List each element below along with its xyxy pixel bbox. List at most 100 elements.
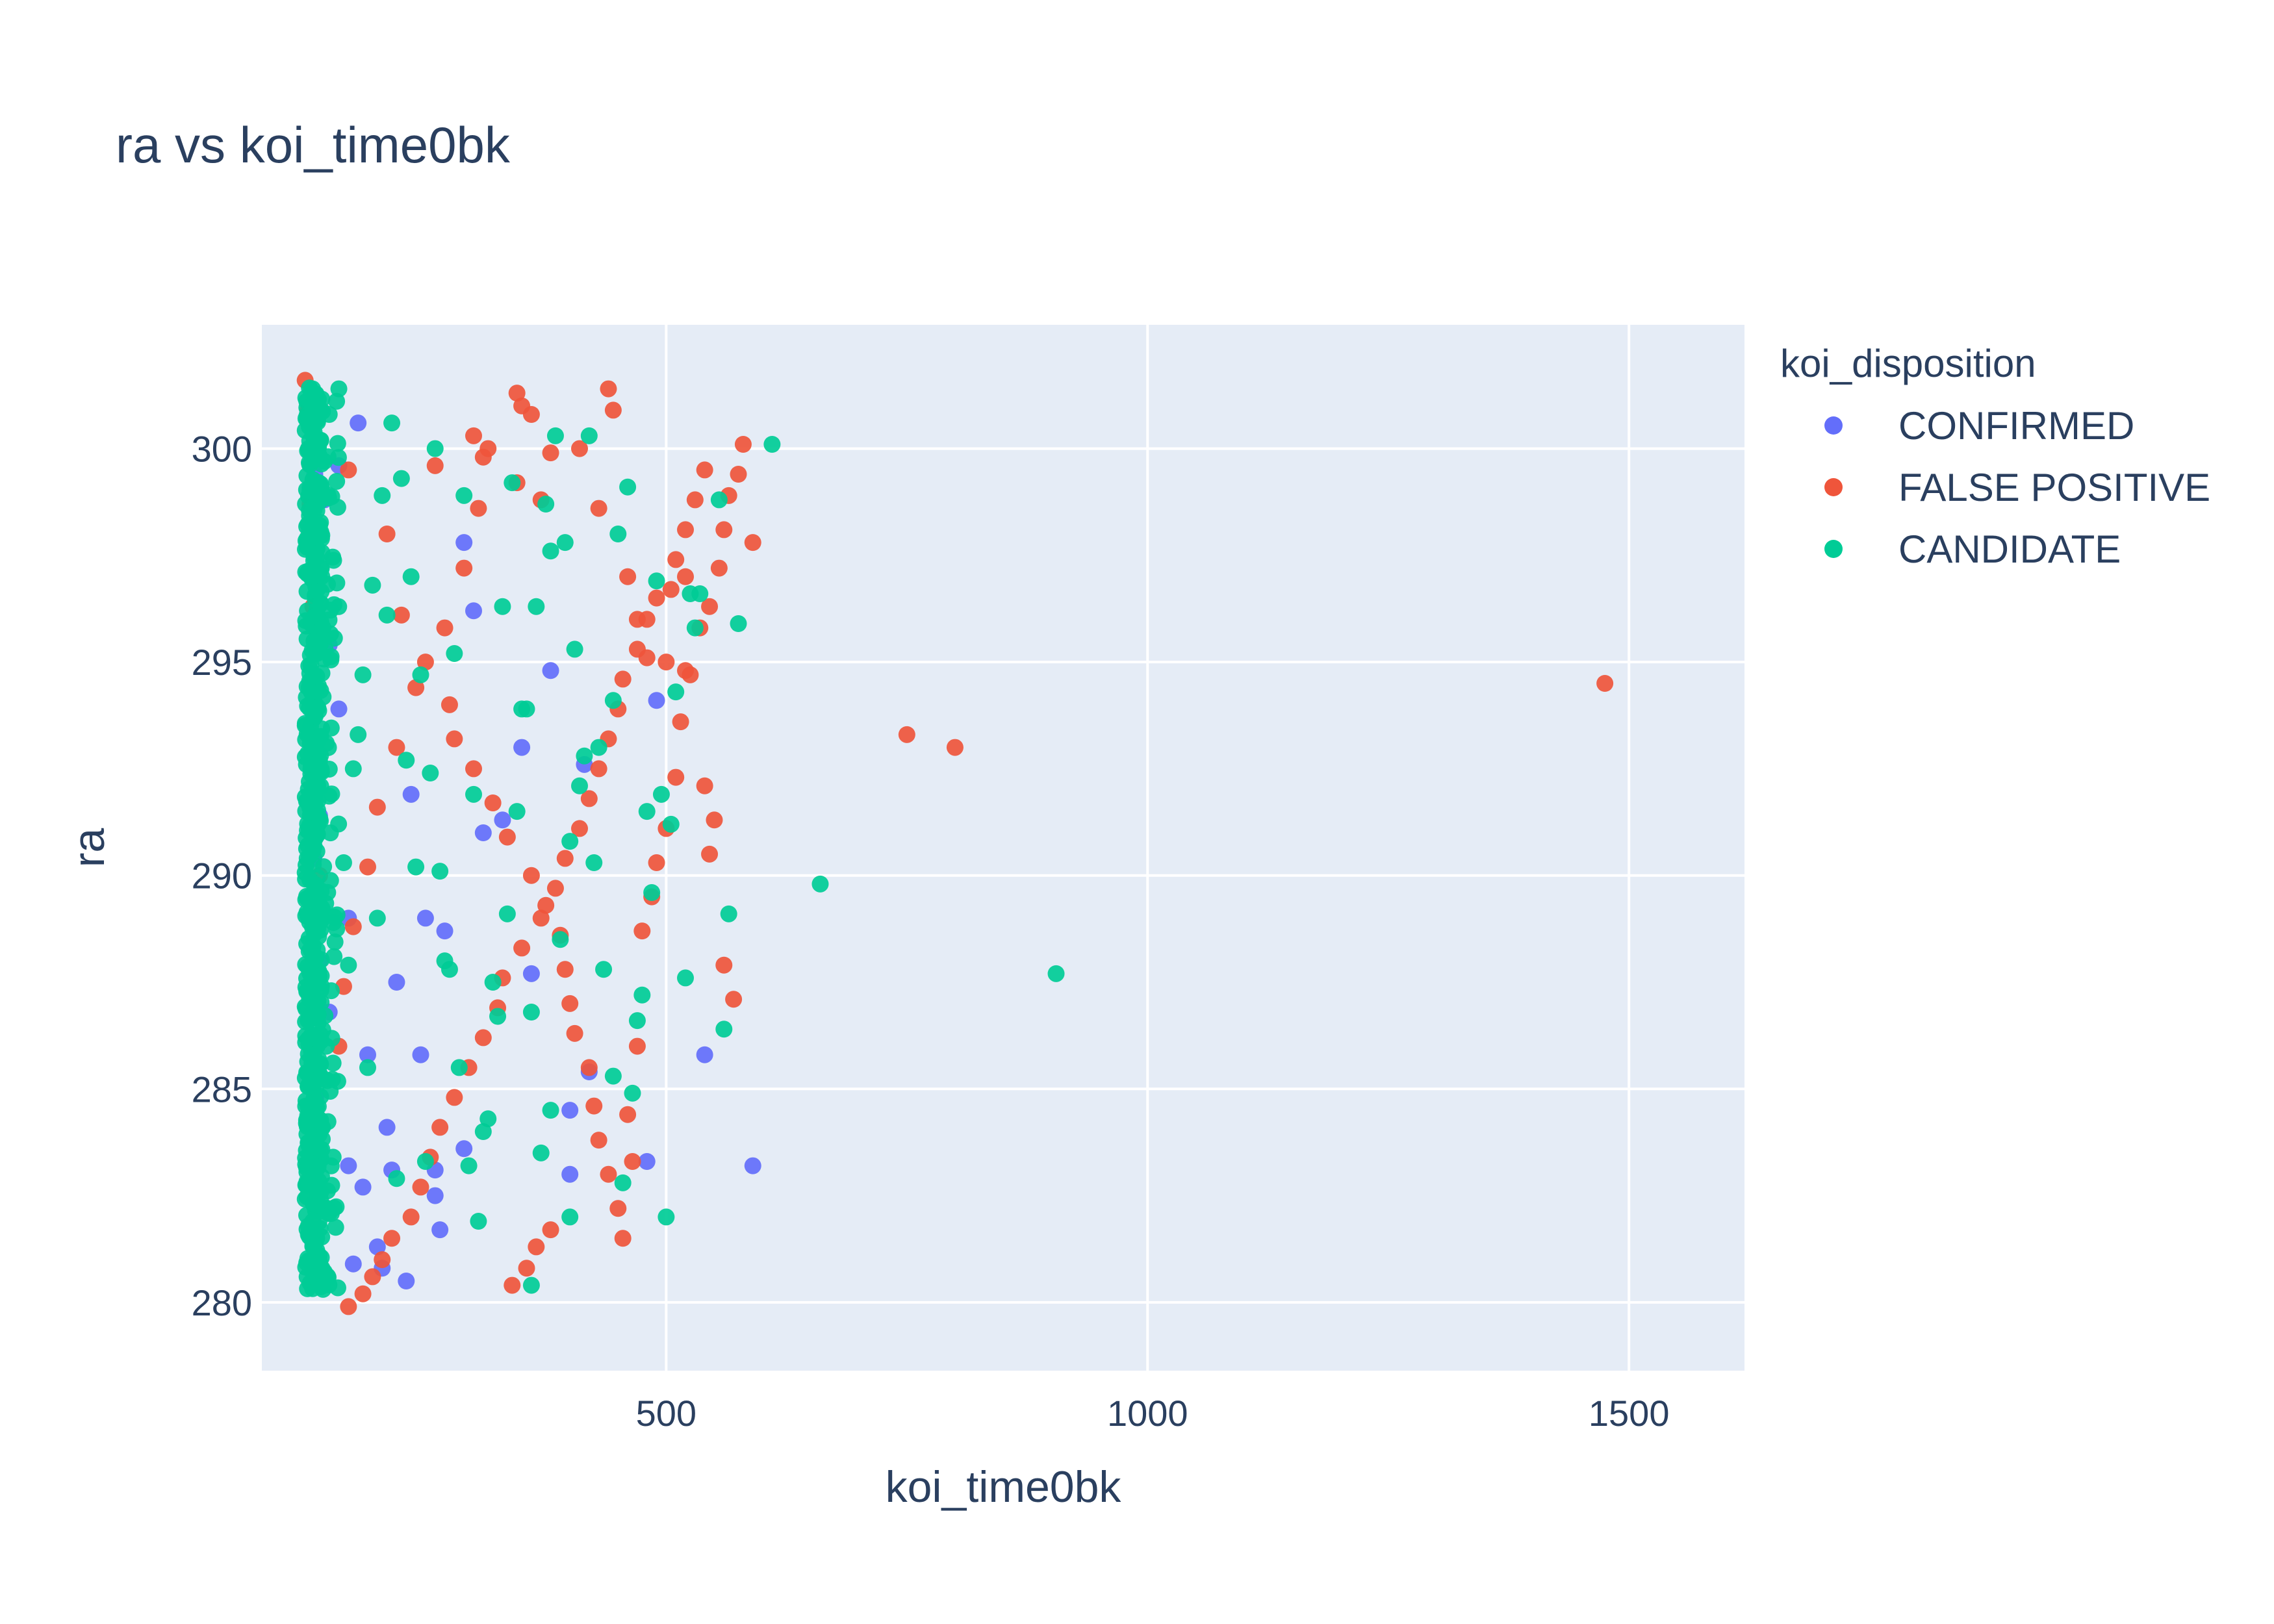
point-candidate (532, 1144, 550, 1161)
y-tick-label: 280 (192, 1282, 252, 1323)
point-candidate (561, 1208, 579, 1226)
point-false-positive (571, 820, 588, 837)
point-false-positive (614, 670, 632, 688)
point-false-positive (734, 436, 752, 453)
legend-marker[interactable] (1824, 478, 1843, 496)
point-false-positive (701, 598, 719, 615)
point-candidate (552, 931, 569, 948)
point-candidate-dense (326, 933, 344, 951)
point-candidate-dense (308, 733, 326, 751)
point-false-positive (522, 406, 540, 423)
point-candidate (326, 948, 343, 965)
point-confirmed (330, 700, 348, 718)
point-confirmed (744, 1157, 761, 1174)
point-candidate-dense (328, 574, 346, 592)
point-candidate (474, 1123, 492, 1140)
point-candidate (350, 726, 367, 743)
point-confirmed (465, 602, 482, 620)
point-candidate-dense (320, 787, 338, 805)
point-candidate (508, 803, 526, 820)
legend-marker[interactable] (1824, 416, 1843, 435)
point-false-positive (648, 589, 665, 607)
legend[interactable]: koi_disposition CONFIRMED FALSE POSITIVE C… (1780, 342, 2210, 571)
point-candidate (460, 1157, 478, 1174)
point-false-positive (556, 961, 574, 978)
point-false-positive (725, 991, 743, 1008)
point-candidate (422, 765, 439, 781)
point-candidate (628, 1012, 646, 1030)
point-candidate (561, 833, 579, 850)
point-candidate (416, 1153, 434, 1170)
y-axis-title: ra (64, 828, 114, 868)
point-confirmed (431, 1221, 449, 1239)
point-false-positive (446, 1089, 463, 1106)
point-candidate (590, 739, 607, 756)
point-candidate (566, 641, 583, 658)
point-candidate-dense (322, 1082, 339, 1100)
point-false-positive (677, 521, 694, 539)
point-candidate-dense (297, 802, 314, 820)
point-false-positive (344, 918, 362, 935)
point-candidate (378, 606, 396, 624)
point-candidate-dense (297, 532, 314, 550)
point-candidate (426, 440, 444, 457)
point-false-positive (609, 1200, 627, 1217)
legend-item-label[interactable]: FALSE POSITIVE (1898, 466, 2210, 509)
point-candidate (522, 1004, 540, 1021)
point-false-positive (696, 461, 713, 479)
point-candidate-dense (322, 1157, 340, 1174)
point-false-positive (580, 790, 598, 807)
point-candidate-dense (301, 1133, 318, 1150)
point-candidate (556, 534, 574, 552)
point-candidate (542, 1102, 559, 1119)
point-candidate-dense (305, 837, 323, 855)
point-false-positive (542, 1221, 559, 1239)
point-candidate-dense (296, 998, 314, 1015)
point-confirmed (648, 692, 665, 709)
point-false-positive (1596, 675, 1614, 692)
point-false-positive (436, 619, 454, 637)
legend-marker[interactable] (1824, 540, 1843, 558)
point-candidate-dense (313, 583, 330, 600)
point-candidate-dense (326, 596, 343, 613)
grid-lines (262, 325, 1744, 1371)
point-false-positive (898, 726, 915, 743)
point-false-positive (556, 850, 574, 867)
point-false-positive (628, 641, 646, 658)
point-candidate (398, 752, 415, 769)
point-false-positive (522, 867, 540, 884)
point-candidate-dense (297, 1097, 314, 1115)
point-false-positive (340, 1298, 357, 1315)
legend-item-label[interactable]: CONFIRMED (1898, 404, 2134, 448)
point-confirmed (436, 922, 454, 940)
point-candidate-dense (311, 810, 329, 828)
point-candidate (580, 427, 598, 444)
point-confirmed (474, 824, 492, 841)
point-candidate (585, 854, 603, 871)
x-axis-ticks: 500 1000 1500 (636, 1393, 1670, 1434)
legend-item-label[interactable]: CANDIDATE (1898, 527, 2121, 571)
point-candidate (715, 1021, 733, 1038)
point-candidate-dense (308, 396, 326, 414)
point-candidate (479, 1110, 497, 1128)
point-false-positive (484, 794, 502, 811)
point-confirmed (350, 414, 367, 432)
x-tick-label: 1500 (1589, 1393, 1670, 1434)
point-candidate-dense (314, 1280, 332, 1298)
point-candidate-dense (298, 518, 316, 535)
point-false-positive (364, 1268, 381, 1286)
point-false-positive (672, 713, 689, 731)
point-false-positive (706, 811, 723, 829)
point-candidate (522, 1276, 540, 1294)
point-false-positive (446, 730, 463, 748)
point-candidate (811, 875, 829, 893)
point-false-positive (667, 768, 685, 786)
point-candidate-dense (324, 1054, 342, 1072)
point-false-positive (624, 1153, 641, 1170)
point-false-positive (412, 1178, 429, 1196)
point-candidate (571, 777, 588, 794)
point-false-positive (388, 739, 405, 756)
point-candidate (542, 542, 559, 560)
point-candidate-dense (301, 501, 318, 519)
point-confirmed (542, 662, 559, 679)
